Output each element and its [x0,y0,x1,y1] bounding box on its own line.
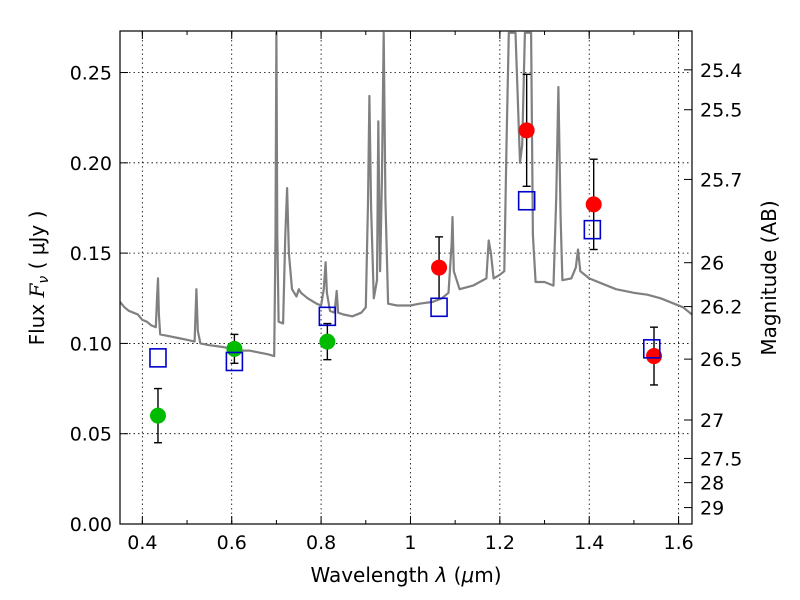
y2-tick-label: 27.5 [700,448,742,470]
x-tick-label: 1.4 [574,532,604,554]
y2-tick-label: 27 [700,410,724,432]
y2-axis-label: Magnitude (AB) [757,200,781,355]
model-point [149,348,167,368]
data-marks [149,73,663,444]
model-point [430,297,448,318]
data-point [319,333,336,350]
grid-lines [120,31,692,524]
model-point [642,339,661,359]
y-tick-label: 0.05 [70,424,112,446]
y2-tick-label: 26.5 [700,349,742,371]
plot-area [120,31,692,358]
data-point [149,407,166,424]
model-point [318,306,337,327]
x-axis-label: Wavelength λ (μm) [310,563,501,587]
model-point [517,190,536,211]
x-tick-label: 1.6 [663,532,693,554]
y-tick-label: 0.10 [70,333,112,355]
y-tick-label: 0.00 [70,514,112,536]
y-tick-label: 0.20 [70,153,112,175]
y2-tick-label: 25.5 [700,100,742,122]
x-tick-label: 0.8 [306,532,336,554]
data-point [585,196,602,213]
model-point [225,351,244,372]
y2-tick-label: 29 [700,498,724,520]
y2-tick-label: 26 [700,253,724,275]
y-tick-label: 0.25 [70,63,112,85]
y2-tick-label: 25.7 [700,169,742,191]
y2-tick-label: 28 [700,473,724,495]
x-tick-label: 0.6 [217,532,247,554]
data-point [646,348,663,365]
data-point [226,340,243,357]
y2-tick-label: 26.2 [700,297,742,319]
axis-ticks: 0.4 0.6 0.8 1 1.2 1.4 1.6 0.00 0.05 0.10 0.15 0.20 0… [70,31,742,554]
y-tick-label: 0.15 [70,243,112,265]
y2-tick-label: 25.4 [700,60,742,82]
data-point [431,259,448,276]
data-point [518,122,535,139]
model-point [583,219,602,240]
model-spectrum-line [120,31,692,358]
x-tick-label: 0.4 [127,532,157,554]
y-axis-label: Flux Fν ( μJy ) [25,211,52,346]
x-tick-label: 1.2 [485,532,515,554]
x-tick-label: 1 [404,532,416,554]
plot-frame [119,30,693,525]
